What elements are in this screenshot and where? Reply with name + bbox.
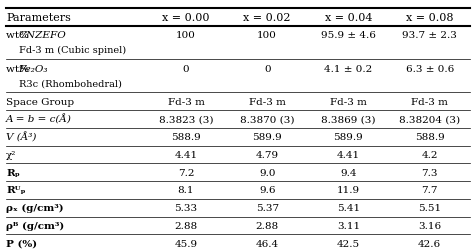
Text: Fd-3 m (Cubic spinel): Fd-3 m (Cubic spinel) bbox=[19, 46, 127, 55]
Text: 2.88: 2.88 bbox=[174, 221, 198, 230]
Text: 3.11: 3.11 bbox=[337, 221, 360, 230]
Text: wt%: wt% bbox=[6, 64, 32, 74]
Text: 7.3: 7.3 bbox=[421, 168, 438, 177]
Text: 588.9: 588.9 bbox=[415, 132, 445, 141]
Text: 588.9: 588.9 bbox=[171, 132, 201, 141]
Text: 8.3869 (3): 8.3869 (3) bbox=[321, 115, 376, 124]
Text: 100: 100 bbox=[257, 31, 277, 40]
Text: Fd-3 m: Fd-3 m bbox=[330, 97, 367, 106]
Text: Space Group: Space Group bbox=[6, 97, 74, 106]
Text: 46.4: 46.4 bbox=[255, 239, 279, 248]
Text: 8.38204 (3): 8.38204 (3) bbox=[399, 115, 460, 124]
Text: CNZEFO: CNZEFO bbox=[18, 31, 66, 40]
Text: Parameters: Parameters bbox=[6, 13, 71, 22]
Text: ρₓ (g/cm³): ρₓ (g/cm³) bbox=[6, 203, 64, 212]
Text: 0: 0 bbox=[264, 64, 271, 74]
Text: 589.9: 589.9 bbox=[334, 132, 363, 141]
Text: 3.16: 3.16 bbox=[418, 221, 441, 230]
Text: x = 0.04: x = 0.04 bbox=[325, 13, 372, 22]
Text: A = b = c(Å): A = b = c(Å) bbox=[6, 114, 72, 124]
Text: 45.9: 45.9 bbox=[174, 239, 198, 248]
Text: 8.1: 8.1 bbox=[178, 186, 194, 195]
Text: Rₚ: Rₚ bbox=[6, 168, 20, 177]
Text: 5.51: 5.51 bbox=[418, 204, 441, 212]
Text: 9.4: 9.4 bbox=[340, 168, 356, 177]
Text: 6.3 ± 0.6: 6.3 ± 0.6 bbox=[406, 64, 454, 74]
Text: Fd-3 m: Fd-3 m bbox=[167, 97, 204, 106]
Text: 4.2: 4.2 bbox=[421, 150, 438, 159]
Text: 8.3823 (3): 8.3823 (3) bbox=[159, 115, 213, 124]
Text: 7.7: 7.7 bbox=[421, 186, 438, 195]
Text: Fd-3 m: Fd-3 m bbox=[411, 97, 448, 106]
Text: 100: 100 bbox=[176, 31, 196, 40]
Text: 5.41: 5.41 bbox=[337, 204, 360, 212]
Text: 7.2: 7.2 bbox=[178, 168, 194, 177]
Text: R3c (Rhombohedral): R3c (Rhombohedral) bbox=[19, 79, 122, 88]
Text: 42.6: 42.6 bbox=[418, 239, 441, 248]
Text: 0: 0 bbox=[182, 64, 189, 74]
Text: 5.37: 5.37 bbox=[255, 204, 279, 212]
Text: P (%): P (%) bbox=[6, 239, 37, 248]
Text: 42.5: 42.5 bbox=[337, 239, 360, 248]
Text: V (Å³): V (Å³) bbox=[6, 132, 36, 142]
Text: ρᴮ (g/cm³): ρᴮ (g/cm³) bbox=[6, 221, 64, 230]
Text: 8.3870 (3): 8.3870 (3) bbox=[240, 115, 294, 124]
Text: 9.6: 9.6 bbox=[259, 186, 275, 195]
Text: x = 0.00: x = 0.00 bbox=[162, 13, 210, 22]
Text: Fd-3 m: Fd-3 m bbox=[249, 97, 286, 106]
Text: 4.1 ± 0.2: 4.1 ± 0.2 bbox=[324, 64, 373, 74]
Text: 9.0: 9.0 bbox=[259, 168, 275, 177]
Text: 93.7 ± 2.3: 93.7 ± 2.3 bbox=[402, 31, 457, 40]
Text: 5.33: 5.33 bbox=[174, 204, 198, 212]
Text: 4.41: 4.41 bbox=[174, 150, 198, 159]
Text: 11.9: 11.9 bbox=[337, 186, 360, 195]
Text: Fe₂O₃: Fe₂O₃ bbox=[18, 64, 48, 74]
Text: 4.41: 4.41 bbox=[337, 150, 360, 159]
Text: χ²: χ² bbox=[6, 150, 17, 159]
Text: wt%: wt% bbox=[6, 31, 32, 40]
Text: x = 0.08: x = 0.08 bbox=[406, 13, 454, 22]
Text: 4.79: 4.79 bbox=[255, 150, 279, 159]
Text: Rᵂₚ: Rᵂₚ bbox=[6, 186, 26, 195]
Text: 589.9: 589.9 bbox=[252, 132, 282, 141]
Text: 95.9 ± 4.6: 95.9 ± 4.6 bbox=[321, 31, 376, 40]
Text: 2.88: 2.88 bbox=[255, 221, 279, 230]
Text: x = 0.02: x = 0.02 bbox=[244, 13, 291, 22]
